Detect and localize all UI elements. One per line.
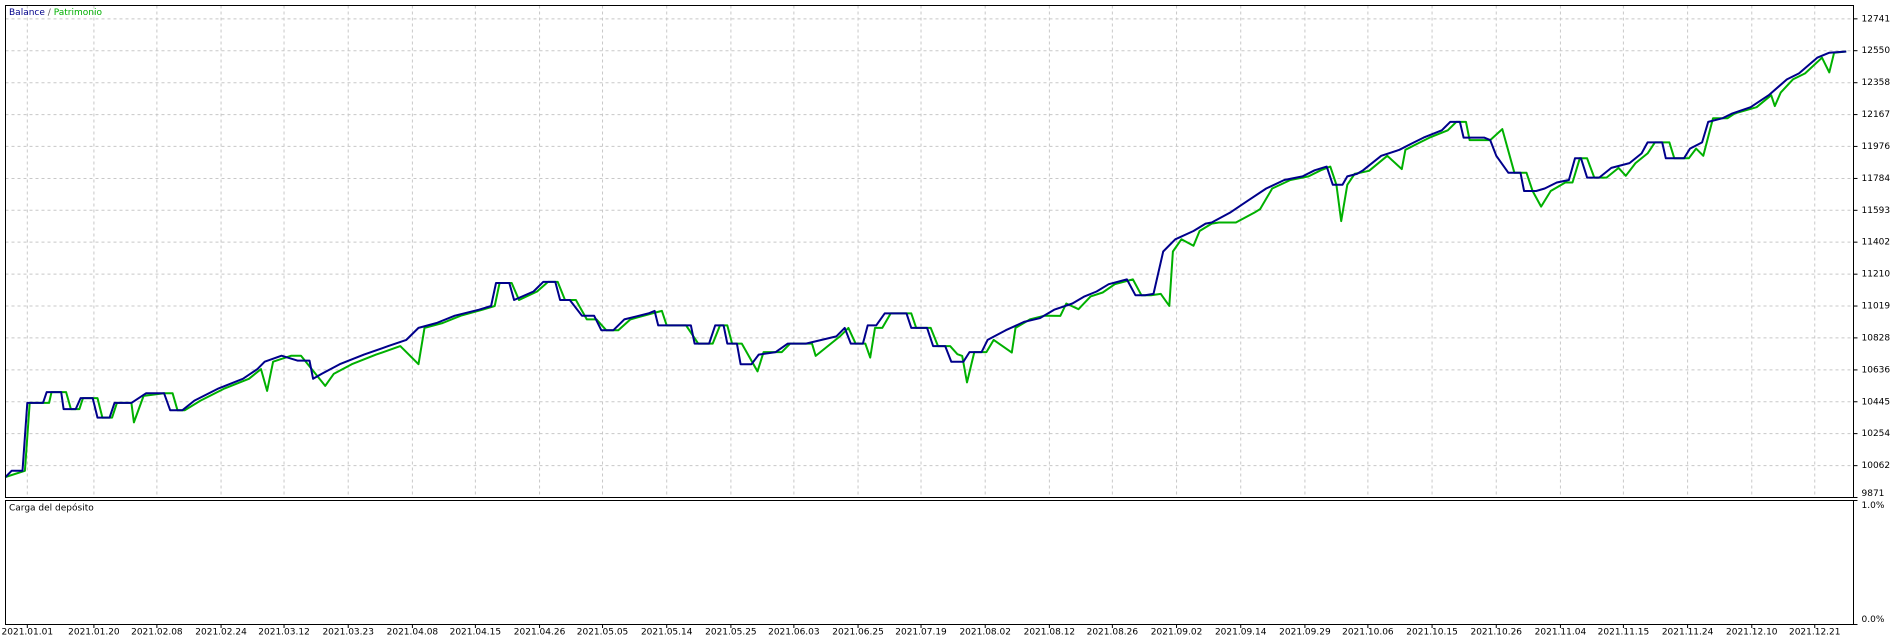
y-tick-label: 11976: [1862, 142, 1891, 152]
x-tick-label: 2021.10.26: [1470, 628, 1522, 638]
x-tick-label: 2021.05.14: [641, 628, 693, 638]
x-tick-label: 2021.03.12: [258, 628, 310, 638]
x-tick-label: 2021.09.29: [1279, 628, 1331, 638]
y-tick-label: 11593: [1862, 206, 1891, 216]
y-tick-label: 9871: [1862, 489, 1885, 499]
load-title: Carga del depósito: [9, 503, 94, 514]
x-tick-label: 2021.08.12: [1024, 628, 1076, 638]
x-tick-label: 2021.12.10: [1726, 628, 1778, 638]
load-frame: [5, 500, 1854, 625]
main-frame: [5, 5, 1854, 498]
y-tick-label: 0.0%: [1862, 615, 1885, 625]
x-tick-label: 2021.04.08: [387, 628, 439, 638]
x-tick-label: 2021.09.14: [1215, 628, 1267, 638]
x-tick-label: 2021.06.25: [832, 628, 884, 638]
x-tick-label: 2021.11.24: [1662, 628, 1714, 638]
y-tick-label: 10254: [1862, 429, 1891, 439]
y-tick-label: 11210: [1862, 270, 1891, 280]
x-tick-label: 2021.04.26: [514, 628, 566, 638]
x-tick-label: 2021.10.06: [1342, 628, 1394, 638]
y-tick-label: 12167: [1862, 110, 1891, 120]
legend-separator: /: [48, 8, 52, 18]
x-tick-label: 2021.02.08: [131, 628, 183, 638]
y-tick-label: 10636: [1862, 365, 1891, 375]
x-tick-label: 2021.01.20: [68, 628, 120, 638]
y-tick-label: 11019: [1862, 302, 1891, 312]
y-tick-label: 12550: [1862, 46, 1891, 56]
y-tick-label: 12741: [1862, 14, 1891, 24]
x-tick-label: 2021.01.01: [2, 628, 54, 638]
y-tick-label: 11402: [1862, 238, 1891, 248]
x-tick-label: 2021.08.26: [1087, 628, 1139, 638]
x-tick-label: 2021.12.21: [1789, 628, 1841, 638]
y-tick-label: 1.0%: [1862, 501, 1885, 511]
x-tick-label: 2021.05.05: [577, 628, 629, 638]
x-tick-label: 2021.08.02: [959, 628, 1011, 638]
x-tick-label: 2021.03.23: [322, 628, 374, 638]
series-line: [4, 50, 1847, 478]
y-tick-label: 10828: [1862, 333, 1891, 343]
x-tick-label: 2021.06.03: [768, 628, 820, 638]
x-tick-label: 2021.04.15: [450, 628, 502, 638]
y-tick-label: 11784: [1862, 174, 1891, 184]
x-tick-label: 2021.09.02: [1151, 628, 1203, 638]
legend-equity: Patrimonio: [54, 8, 103, 18]
x-tick-label: 2021.10.15: [1406, 628, 1458, 638]
x-tick-label: 2021.11.04: [1535, 628, 1587, 638]
x-tick-label: 2021.07.19: [895, 628, 947, 638]
legend-balance: Balance: [9, 8, 45, 18]
y-tick-label: 10062: [1862, 461, 1891, 471]
legend: Balance / Patrimonio: [9, 8, 102, 18]
y-tick-label: 10445: [1862, 397, 1891, 407]
x-tick-label: 2021.02.24: [195, 628, 247, 638]
y-tick-label: 12358: [1862, 78, 1891, 88]
x-tick-label: 2021.05.25: [705, 628, 757, 638]
x-tick-label: 2021.11.15: [1598, 628, 1650, 638]
